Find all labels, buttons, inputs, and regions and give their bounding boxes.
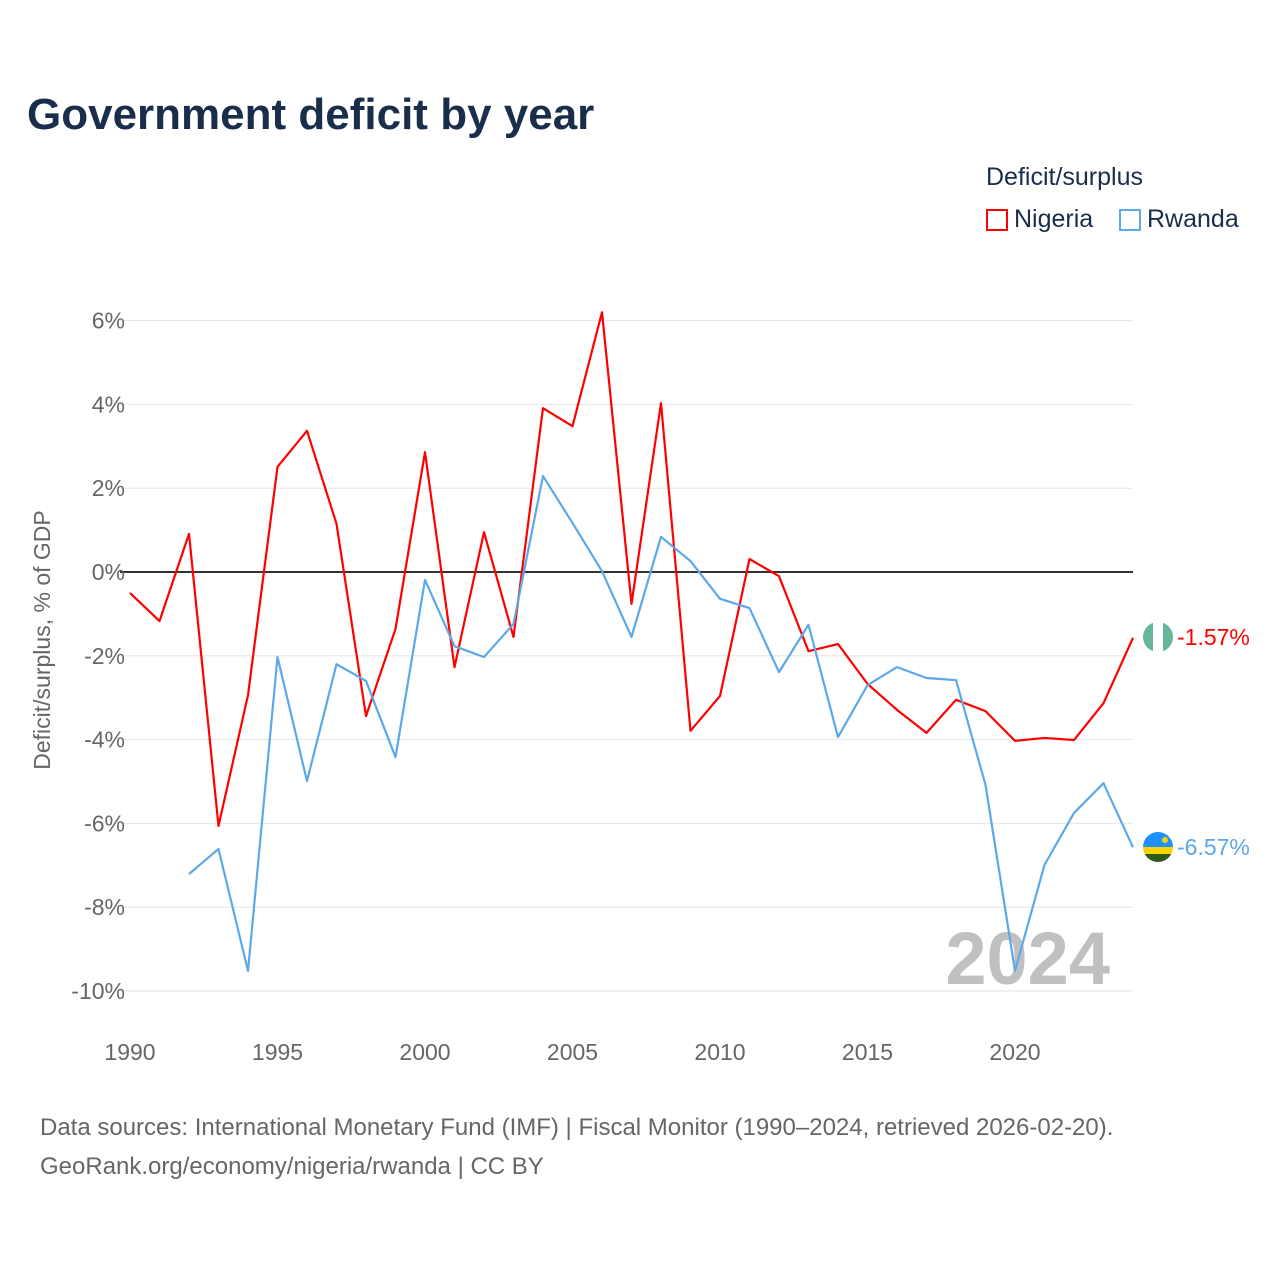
y-tick-label: -4% <box>84 727 125 753</box>
y-tick-label: 0% <box>92 559 125 585</box>
legend-title: Deficit/surplus <box>986 163 1143 191</box>
nigeria-line <box>129 311 1135 828</box>
legend-swatch <box>1119 208 1141 231</box>
legend-item-nigeria[interactable]: Nigeria <box>986 205 1093 234</box>
legend-swatch <box>986 208 1008 231</box>
source-line: Data sources: International Monetary Fun… <box>40 1114 1114 1141</box>
nigeria-flag-icon <box>1143 622 1173 652</box>
x-tick-label: 2015 <box>842 1039 893 1065</box>
x-tick-label: 1990 <box>104 1039 155 1065</box>
x-tick-label: 1995 <box>252 1039 303 1065</box>
x-tick-label: 2005 <box>547 1039 598 1065</box>
y-axis-label: Deficit/surplus, % of GDP <box>29 510 55 769</box>
y-tick-label: -2% <box>84 643 125 669</box>
nigeria-end-label: -1.57% <box>1177 624 1250 650</box>
source-note: Data sources: International Monetary Fun… <box>40 1108 1113 1186</box>
chart-title: Government deficit by year <box>27 90 595 139</box>
rwanda-end-label: -6.57% <box>1177 834 1250 860</box>
x-tick-label: 2000 <box>399 1039 450 1065</box>
x-tick-label: 2020 <box>989 1039 1040 1065</box>
rwanda-line <box>188 474 1134 972</box>
rwanda-flag-icon <box>1143 832 1173 862</box>
y-tick-label: -6% <box>84 810 125 836</box>
y-tick-label: 4% <box>92 391 125 417</box>
legend-label: Nigeria <box>1014 205 1094 233</box>
y-tick-label: -8% <box>84 894 125 920</box>
y-tick-label: -10% <box>71 978 125 1004</box>
year-watermark: 2024 <box>945 917 1110 1000</box>
x-tick-label: 2010 <box>694 1039 745 1065</box>
legend-item-rwanda[interactable]: Rwanda <box>1119 205 1239 234</box>
y-tick-label: 6% <box>92 308 125 334</box>
legend-label: Rwanda <box>1147 205 1239 233</box>
y-tick-label: 2% <box>92 475 125 501</box>
source-link[interactable]: GeoRank.org/economy/nigeria/rwanda | CC … <box>40 1153 544 1180</box>
